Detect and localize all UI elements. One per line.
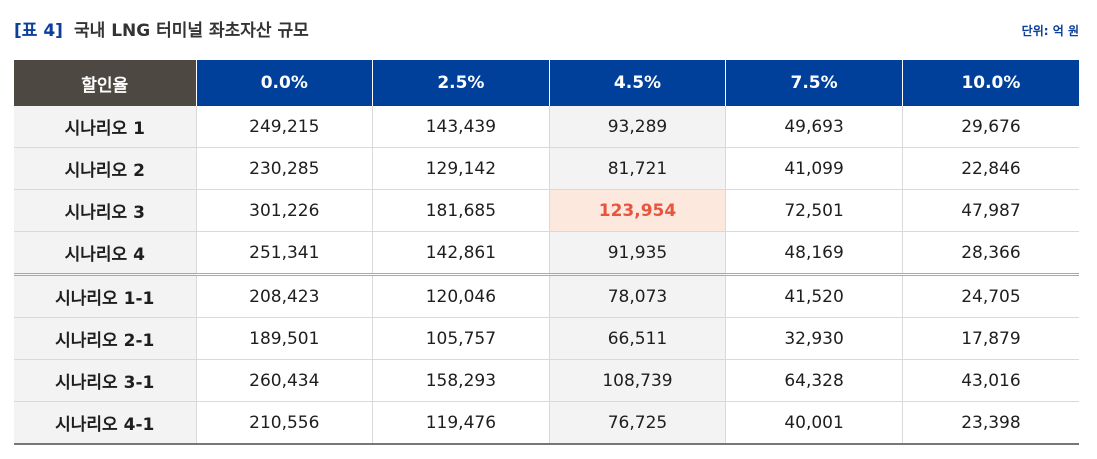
row-label: 시나리오 2-1 — [14, 317, 196, 360]
table-cell: 41,099 — [725, 147, 903, 190]
table-cell: 119,476 — [372, 401, 550, 445]
table-cell: 66,511 — [548, 317, 726, 360]
table-cell: 24,705 — [901, 274, 1079, 318]
table-cell: 129,142 — [372, 147, 550, 190]
table-cell: 210,556 — [195, 401, 373, 445]
row-label: 시나리오 1 — [14, 106, 196, 148]
table-cell: 251,341 — [195, 231, 373, 276]
table-cell: 48,169 — [725, 231, 903, 276]
stranded-asset-table: 할인율 0.0% 2.5% 4.5% 7.5% 10.0% 시나리오 1 249… — [14, 60, 1079, 445]
table-cell: 208,423 — [195, 274, 373, 318]
table-cell: 81,721 — [548, 147, 726, 190]
table-row: 시나리오 4-1 210,556 119,476 76,725 40,001 2… — [14, 401, 1079, 445]
table-cell: 72,501 — [725, 189, 903, 232]
row-label: 시나리오 4 — [14, 231, 196, 276]
row-label: 시나리오 4-1 — [14, 401, 196, 445]
table-number: [표 4] — [14, 21, 63, 41]
table-cell: 28,366 — [901, 231, 1079, 276]
table-cell: 22,846 — [901, 147, 1079, 190]
table-cell: 78,073 — [548, 274, 726, 318]
table-cell: 120,046 — [372, 274, 550, 318]
table-cell: 158,293 — [372, 359, 550, 402]
table-cell: 142,861 — [372, 231, 550, 276]
table-cell: 108,739 — [548, 359, 726, 402]
row-label: 시나리오 3-1 — [14, 359, 196, 402]
table-cell: 181,685 — [372, 189, 550, 232]
table-cell: 41,520 — [725, 274, 903, 318]
header-corner: 할인율 — [14, 60, 196, 106]
column-header: 7.5% — [725, 60, 903, 106]
row-label: 시나리오 3 — [14, 189, 196, 232]
column-header: 10.0% — [901, 60, 1079, 106]
table-cell: 40,001 — [725, 401, 903, 445]
table-row: 시나리오 2-1 189,501 105,757 66,511 32,930 1… — [14, 317, 1079, 360]
row-label: 시나리오 1-1 — [14, 274, 196, 318]
table-row: 시나리오 1-1 208,423 120,046 78,073 41,520 2… — [14, 274, 1079, 318]
header-row: 할인율 0.0% 2.5% 4.5% 7.5% 10.0% — [14, 60, 1079, 106]
table-cell: 29,676 — [901, 106, 1079, 148]
table-cell: 189,501 — [195, 317, 373, 360]
highlighted-cell: 123,954 — [548, 189, 726, 232]
table-cell: 143,439 — [372, 106, 550, 148]
column-header: 4.5% — [548, 60, 726, 106]
table-cell: 43,016 — [901, 359, 1079, 402]
table-cell: 17,879 — [901, 317, 1079, 360]
row-label: 시나리오 2 — [14, 147, 196, 190]
table-cell: 260,434 — [195, 359, 373, 402]
table-row: 시나리오 2 230,285 129,142 81,721 41,099 22,… — [14, 147, 1079, 190]
table-title: 국내 LNG 터미널 좌초자산 규모 — [74, 21, 309, 41]
table-cell: 23,398 — [901, 401, 1079, 445]
table-caption: [표 4] 국내 LNG 터미널 좌초자산 규모 단위: 억 원 — [14, 14, 1079, 44]
table-cell: 64,328 — [725, 359, 903, 402]
table-cell: 301,226 — [195, 189, 373, 232]
table-row: 시나리오 1 249,215 143,439 93,289 49,693 29,… — [14, 106, 1079, 148]
table-cell: 47,987 — [901, 189, 1079, 232]
table-cell: 105,757 — [372, 317, 550, 360]
table-cell: 32,930 — [725, 317, 903, 360]
column-header: 0.0% — [195, 60, 373, 106]
table-cell: 93,289 — [548, 106, 726, 148]
table-cell: 76,725 — [548, 401, 726, 445]
table-row: 시나리오 4 251,341 142,861 91,935 48,169 28,… — [14, 231, 1079, 276]
table-row: 시나리오 3 301,226 181,685 123,954 72,501 47… — [14, 189, 1079, 232]
column-header: 2.5% — [372, 60, 550, 106]
table-cell: 91,935 — [548, 231, 726, 276]
table-row: 시나리오 3-1 260,434 158,293 108,739 64,328 … — [14, 359, 1079, 402]
table-cell: 49,693 — [725, 106, 903, 148]
table-cell: 249,215 — [195, 106, 373, 148]
table-cell: 230,285 — [195, 147, 373, 190]
unit-label: 단위: 억 원 — [1021, 24, 1079, 38]
